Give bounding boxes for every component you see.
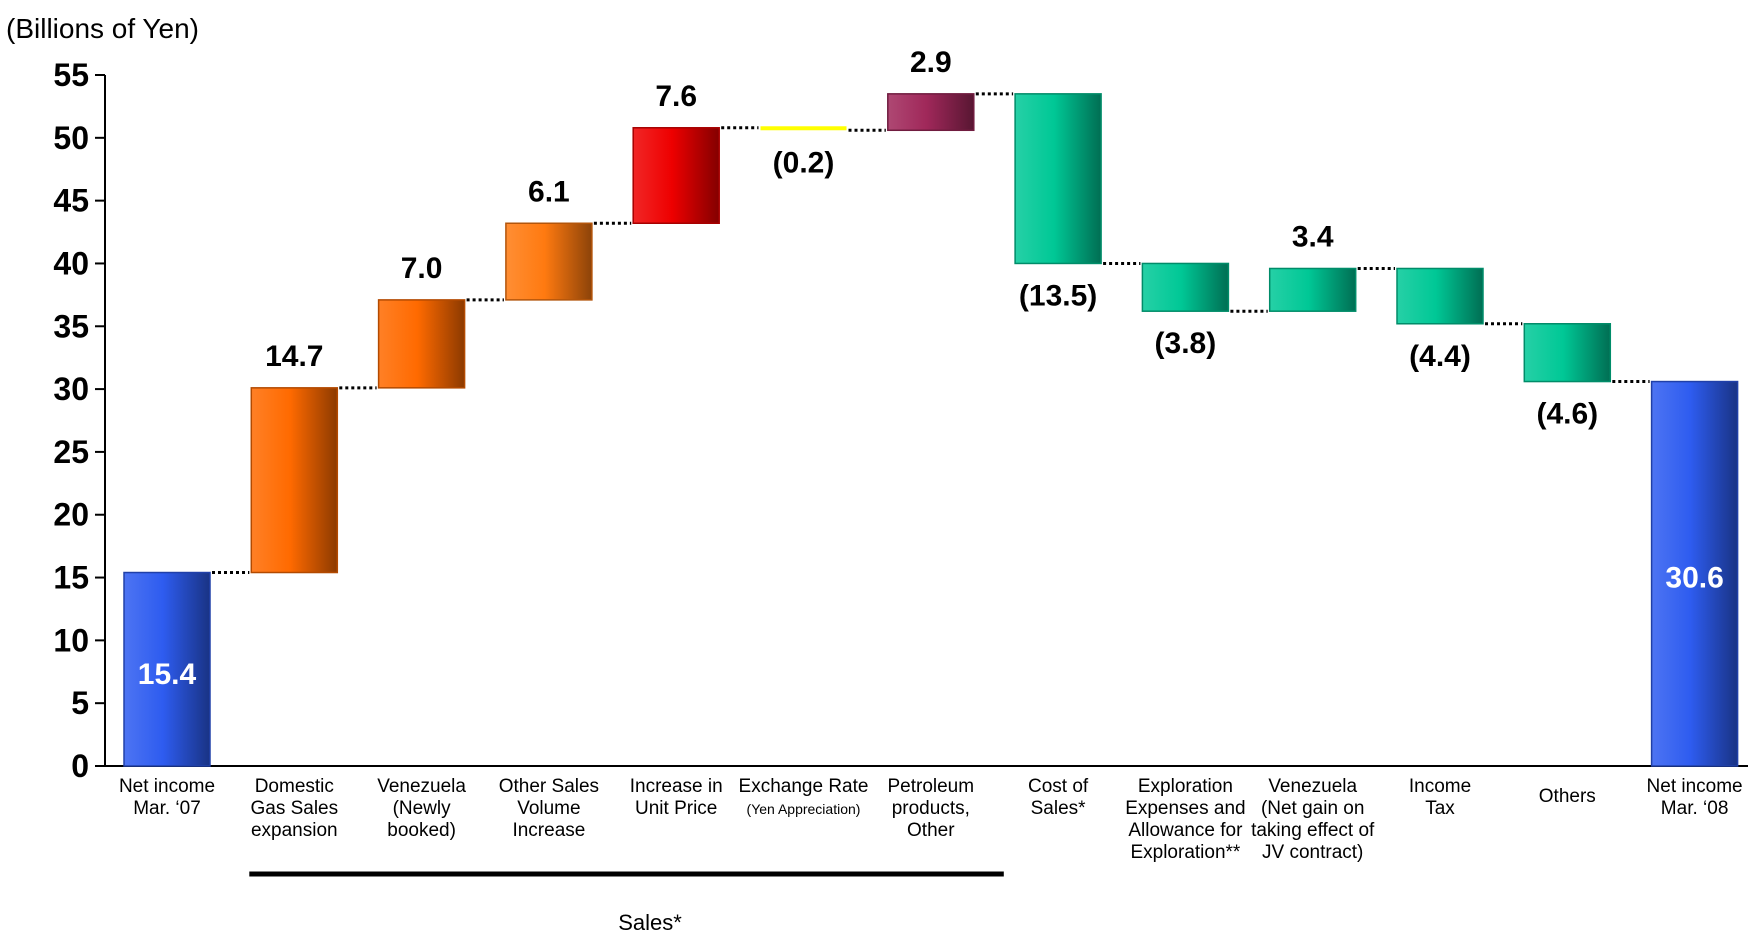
y-tick-label: 10 bbox=[53, 622, 89, 658]
y-tick-group: 0 5 10 15 20 25 30 35 40 45 50 55 bbox=[53, 57, 105, 784]
bar-value-label: (4.6) bbox=[1536, 398, 1598, 431]
category-label: Venezuela bbox=[377, 776, 466, 797]
category-label: Mar. ‘07 bbox=[133, 798, 201, 819]
bar bbox=[1396, 267, 1484, 325]
bar-value-label: (13.5) bbox=[1019, 279, 1097, 312]
category-label: Exploration bbox=[1138, 776, 1233, 797]
bar bbox=[1650, 380, 1739, 767]
bar bbox=[1268, 267, 1357, 312]
category-label: taking effect of bbox=[1251, 820, 1375, 841]
category-label: Expenses and bbox=[1125, 798, 1245, 819]
bar bbox=[1141, 262, 1230, 312]
bar bbox=[1014, 93, 1102, 265]
category-label: expansion bbox=[251, 820, 338, 841]
category-label: Tax bbox=[1425, 798, 1455, 819]
category-label: Others bbox=[1539, 786, 1596, 807]
bar bbox=[632, 127, 720, 225]
category-label: Net income bbox=[119, 776, 215, 797]
category-label: Allowance for bbox=[1128, 820, 1243, 841]
bar bbox=[887, 93, 975, 132]
y-tick-label: 0 bbox=[71, 748, 89, 784]
category-label: Increase bbox=[512, 820, 585, 841]
y-tick-label: 55 bbox=[53, 57, 89, 93]
y-tick-label: 15 bbox=[53, 560, 89, 596]
category-label: booked) bbox=[387, 820, 456, 841]
bar bbox=[377, 299, 466, 389]
category-label: (Newly bbox=[393, 798, 452, 819]
y-tick-label: 40 bbox=[53, 245, 89, 281]
category-sublabel: (Yen Appreciation) bbox=[747, 801, 861, 817]
bar bbox=[505, 222, 593, 301]
bar-value-label: (3.8) bbox=[1155, 327, 1217, 360]
bar-value-label: 6.1 bbox=[528, 175, 570, 208]
category-label: Gas Sales bbox=[250, 798, 338, 819]
bar bbox=[250, 387, 339, 574]
category-label: Other Sales bbox=[499, 776, 599, 797]
category-label: Increase in bbox=[630, 776, 723, 797]
bar-value-label: 30.6 bbox=[1665, 562, 1723, 595]
sales-group-label: Sales* bbox=[618, 910, 682, 933]
bar-value-label: 14.7 bbox=[265, 340, 323, 373]
bar-value-label: (0.2) bbox=[773, 146, 835, 179]
category-label: JV contract) bbox=[1262, 842, 1363, 863]
bar-value-label: 15.4 bbox=[138, 658, 197, 691]
bar-value-label: 2.9 bbox=[910, 46, 952, 79]
bar-group bbox=[123, 93, 1739, 767]
y-tick-label: 35 bbox=[53, 308, 89, 344]
category-label: Mar. ‘08 bbox=[1661, 798, 1729, 819]
bar bbox=[123, 571, 211, 767]
category-label: Venezuela bbox=[1268, 776, 1357, 797]
category-label: Domestic bbox=[255, 776, 334, 797]
category-label: Exchange Rate bbox=[739, 776, 869, 797]
y-tick-label: 30 bbox=[53, 371, 89, 407]
y-tick-label: 50 bbox=[53, 120, 89, 156]
category-label: Cost of bbox=[1028, 776, 1089, 797]
bar bbox=[760, 126, 847, 131]
category-label: Unit Price bbox=[635, 798, 717, 819]
y-tick-label: 25 bbox=[53, 434, 89, 470]
category-label: Petroleum bbox=[887, 776, 974, 797]
category-label: Other bbox=[907, 820, 955, 841]
category-label: Exploration** bbox=[1130, 842, 1240, 863]
y-tick-label: 20 bbox=[53, 497, 89, 533]
category-label: products, bbox=[892, 798, 970, 819]
value-label-group: 15.4 14.7 7.0 6.1 7.6 (0.2) 2.9 (13.5) (3.8) 3.4 (… bbox=[138, 46, 1724, 691]
y-tick-label: 45 bbox=[53, 183, 89, 219]
category-label: (Net gain on bbox=[1261, 798, 1365, 819]
connector-group bbox=[212, 92, 1650, 575]
bar-value-label: 7.0 bbox=[401, 252, 443, 285]
unit-label: (Billions of Yen) bbox=[6, 13, 199, 44]
bar-value-label: 3.4 bbox=[1292, 220, 1334, 253]
category-label: Income bbox=[1409, 776, 1471, 797]
category-label: Net income bbox=[1647, 776, 1743, 797]
bar-value-label: (4.4) bbox=[1409, 340, 1471, 373]
y-tick-label: 5 bbox=[71, 685, 89, 721]
category-label: Sales* bbox=[1031, 798, 1087, 819]
category-label: Volume bbox=[517, 798, 580, 819]
bar bbox=[1523, 323, 1612, 383]
bar-value-label: 7.6 bbox=[655, 80, 697, 113]
